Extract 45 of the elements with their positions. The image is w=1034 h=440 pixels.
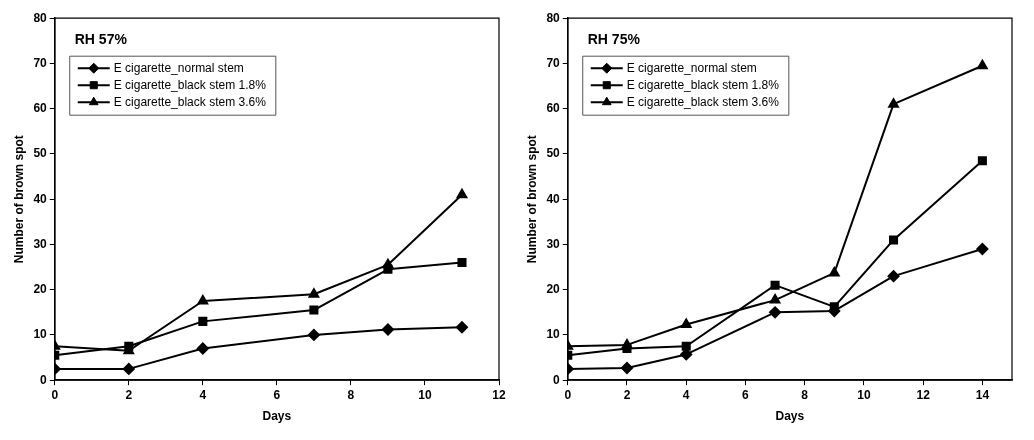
y-tick-label: 40 (33, 191, 48, 206)
x-tick-label: 12 (492, 387, 506, 402)
y-axis-title: Number of brown spot (524, 135, 539, 264)
x-tick-label: 4 (682, 387, 690, 402)
y-tick-label: 70 (33, 55, 48, 70)
x-tick-label: 12 (916, 387, 931, 402)
y-tick-label: 80 (546, 10, 561, 25)
x-tick-label: 6 (742, 387, 750, 402)
y-tick-label: 50 (546, 146, 561, 161)
y-tick-label: 20 (546, 282, 561, 297)
x-axis-title: Days (262, 409, 292, 424)
x-tick-label: 10 (418, 387, 432, 402)
legend-label: E cigarette_black stem 1.8% (626, 77, 780, 92)
y-tick-label: 30 (33, 236, 48, 251)
x-tick-label: 10 (857, 387, 871, 402)
x-tick-label: 8 (801, 387, 809, 402)
y-tick-label: 10 (33, 327, 48, 342)
legend-label: E cigarette_normal stem (113, 60, 244, 75)
y-tick-label: 40 (546, 191, 561, 206)
annotation: RH 75% (587, 31, 641, 48)
y-tick-label: 80 (33, 10, 48, 25)
x-tick-label: 6 (273, 387, 281, 402)
y-axis-title: Number of brown spot (11, 135, 26, 264)
y-tick-label: 70 (546, 55, 561, 70)
y-tick-label: 30 (546, 236, 561, 251)
x-tick-label: 8 (347, 387, 355, 402)
x-tick-label: 2 (623, 387, 631, 402)
x-tick-label: 14 (975, 387, 990, 402)
x-tick-label: 0 (51, 387, 59, 402)
y-tick-label: 60 (33, 101, 48, 116)
y-tick-label: 60 (546, 101, 561, 116)
x-axis-title: Days (775, 409, 805, 424)
y-tick-label: 20 (33, 282, 48, 297)
legend-label: E cigarette_normal stem (626, 60, 757, 75)
legend-label: E cigarette_black stem 3.6% (113, 94, 267, 109)
x-tick-label: 4 (199, 387, 207, 402)
y-tick-label: 50 (33, 146, 48, 161)
x-tick-label: 0 (564, 387, 572, 402)
y-tick-label: 0 (40, 372, 48, 387)
y-tick-label: 10 (546, 327, 561, 342)
legend-label: E cigarette_black stem 3.6% (626, 94, 780, 109)
x-tick-label: 2 (125, 387, 133, 402)
annotation: RH 57% (74, 31, 128, 48)
legend-label: E cigarette_black stem 1.8% (113, 77, 267, 92)
y-tick-label: 0 (553, 372, 561, 387)
